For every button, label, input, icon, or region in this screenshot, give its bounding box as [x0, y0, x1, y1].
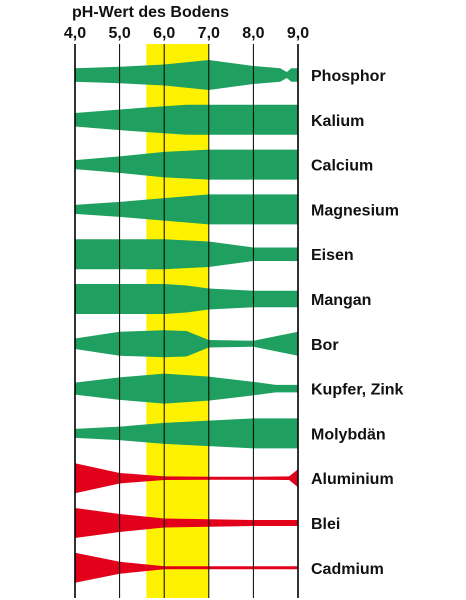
band-calcium: [75, 149, 298, 180]
chart-title: pH-Wert des Bodens: [72, 4, 229, 21]
availability-bands: [75, 60, 298, 583]
band-kupfer-zink: [75, 373, 298, 404]
band-blei: [75, 508, 298, 538]
band-bor: [75, 330, 298, 358]
row-label: Kalium: [311, 113, 364, 130]
band-aluminium: [75, 463, 298, 494]
tick-label: 9,0: [287, 25, 309, 42]
tick-label: 4,0: [64, 25, 86, 42]
band-mangan: [75, 284, 298, 314]
row-label: Eisen: [311, 247, 354, 264]
tick-label: 7,0: [198, 25, 220, 42]
row-label: Blei: [311, 516, 340, 533]
row-label: Cadmium: [311, 561, 384, 578]
row-label: Mangan: [311, 292, 371, 309]
row-label: Magnesium: [311, 202, 399, 219]
row-label: Phosphor: [311, 68, 386, 85]
band-kalium: [75, 104, 298, 135]
optimal-ph-highlight: [146, 44, 209, 598]
band-eisen: [75, 239, 298, 270]
tick-label: 8,0: [242, 25, 264, 42]
axis-tick-labels: 4,0 5,0 6,0 7,0 8,0 9,0: [64, 25, 309, 42]
band-magnesium: [75, 194, 298, 225]
row-label: Kupfer, Zink: [311, 382, 404, 399]
row-label: Calcium: [311, 158, 373, 175]
band-molybdän: [75, 418, 298, 449]
tick-label: 5,0: [108, 25, 130, 42]
row-label: Molybdän: [311, 426, 386, 443]
grid-lines: [74, 44, 299, 598]
row-labels: Phosphor Kalium Calcium Magnesium Eisen Manga…: [311, 68, 404, 578]
band-cadmium: [75, 552, 298, 583]
row-label: Aluminium: [311, 471, 394, 488]
tick-label: 6,0: [153, 25, 175, 42]
band-phosphor: [75, 60, 298, 90]
row-label: Bor: [311, 337, 339, 354]
